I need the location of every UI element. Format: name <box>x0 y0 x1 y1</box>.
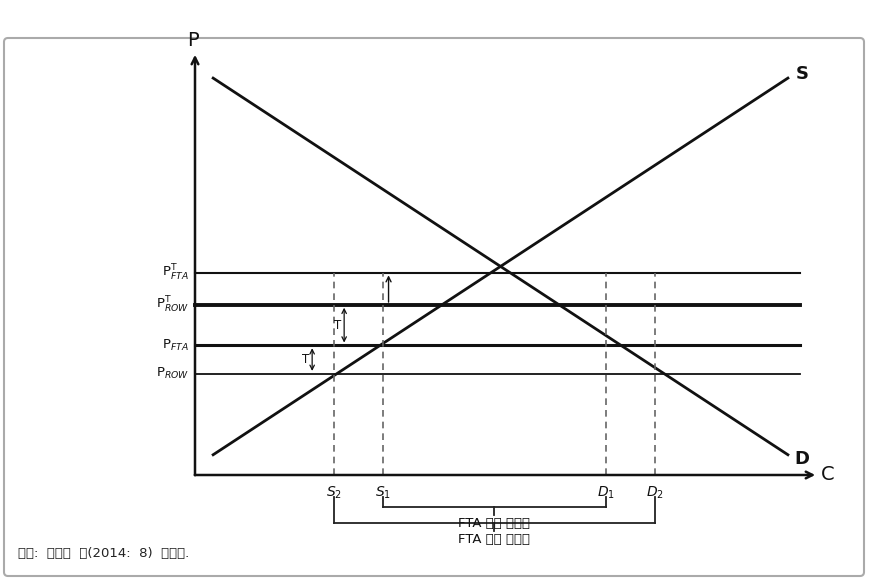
Text: P: P <box>187 31 199 49</box>
Text: $D_1$: $D_1$ <box>597 485 614 501</box>
Text: T: T <box>333 318 341 332</box>
Text: $\mathrm{P}_{\mathit{ROW}}$: $\mathrm{P}_{\mathit{ROW}}$ <box>156 366 189 381</box>
Text: D: D <box>793 450 808 467</box>
Text: FTA 이후 수입량: FTA 이후 수입량 <box>458 533 530 546</box>
Text: $S_2$: $S_2$ <box>326 485 342 501</box>
FancyBboxPatch shape <box>4 38 863 576</box>
Text: $D_2$: $D_2$ <box>645 485 663 501</box>
Text: $S_1$: $S_1$ <box>374 485 390 501</box>
Text: S: S <box>794 65 807 83</box>
Text: T: T <box>302 353 308 366</box>
Text: FTA 이전 수입량: FTA 이전 수입량 <box>458 517 530 530</box>
Text: $\mathrm{P}^{\mathrm{T}}_{\mathit{ROW}}$: $\mathrm{P}^{\mathrm{T}}_{\mathit{ROW}}$ <box>156 295 189 315</box>
Text: $\mathrm{P}_{\mathit{FTA}}$: $\mathrm{P}_{\mathit{FTA}}$ <box>162 338 189 353</box>
Text: $\mathrm{P}^{\mathrm{T}}_{\mathit{FTA}}$: $\mathrm{P}^{\mathrm{T}}_{\mathit{FTA}}$ <box>162 262 189 282</box>
Text: C: C <box>820 466 834 484</box>
Text: 자료:  이병훈  외(2014:  8)  재인용.: 자료: 이병훈 외(2014: 8) 재인용. <box>18 547 189 560</box>
